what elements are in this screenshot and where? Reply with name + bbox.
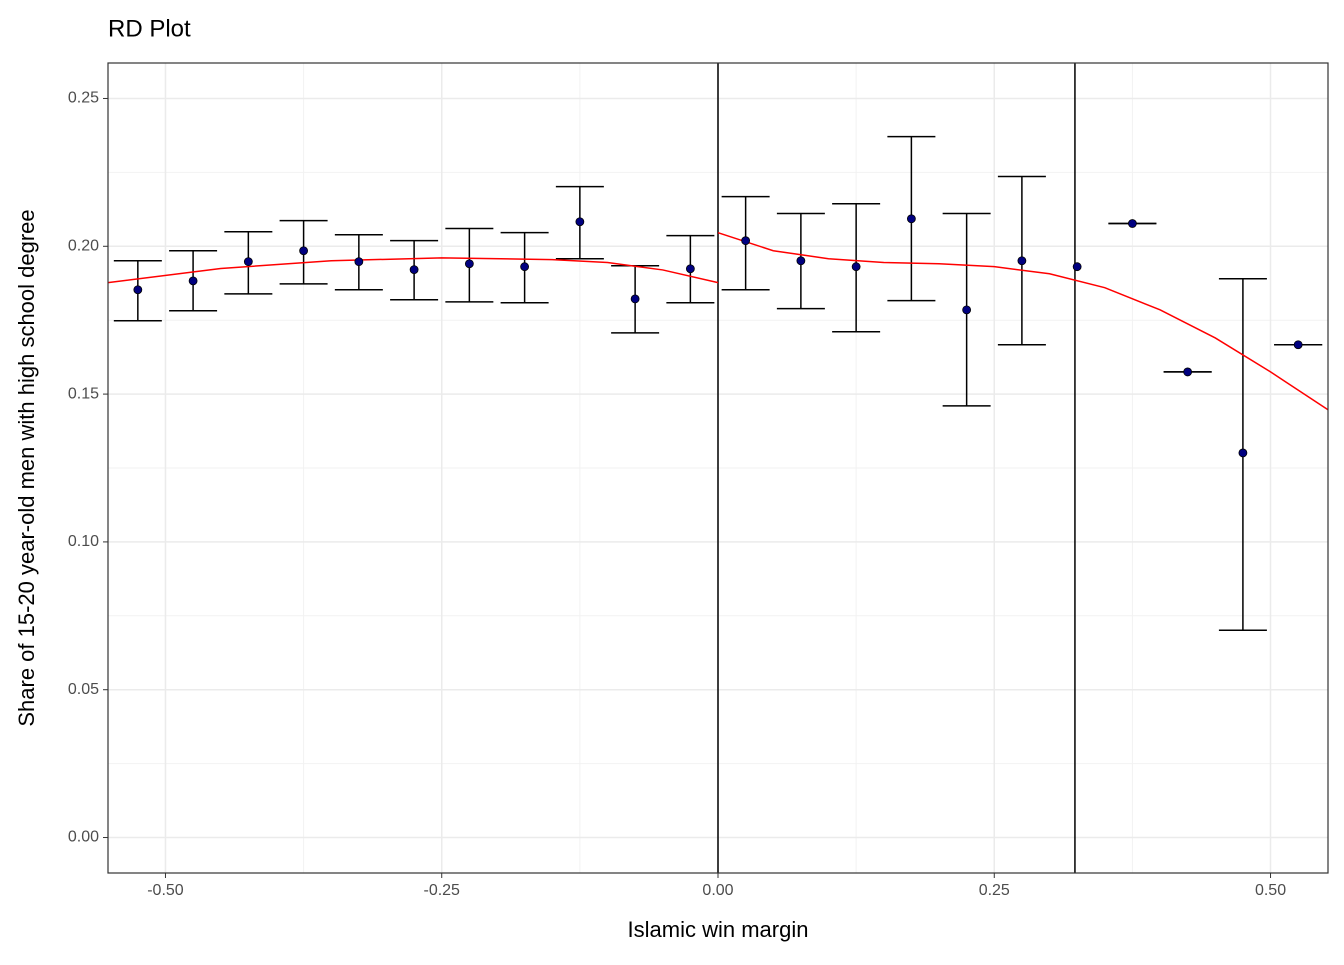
panel-border [107,62,1329,874]
y-axis-label: Share of 15-20 year-old men with high sc… [14,209,39,726]
chart-title: RD Plot [108,15,191,42]
point [133,285,143,295]
fit-line [717,231,1329,411]
y-tick-label: 0.05 [68,681,99,698]
point [1128,219,1137,228]
point [354,257,364,267]
point [243,257,253,267]
point [1183,367,1193,377]
point [575,217,585,227]
y-tick-label: 0.00 [68,829,99,846]
point [1072,262,1082,272]
x-tick-label: 0.50 [1255,882,1286,899]
y-tick-label: 0.25 [68,90,99,107]
point [630,294,640,304]
point [409,265,419,275]
point [188,276,198,286]
point [685,264,695,274]
point [851,262,861,272]
x-tick-label: -0.25 [423,882,460,899]
point [520,262,530,272]
x-axis-label: Islamic win margin [628,917,809,942]
point [299,246,308,256]
point [906,214,916,224]
y-tick-label: 0.10 [68,533,99,550]
x-tick-label: 0.00 [702,882,733,899]
point [464,259,474,269]
x-tick-label: 0.25 [979,882,1010,899]
point [1293,340,1303,350]
point [1017,256,1027,266]
x-tick-label: -0.50 [147,882,184,899]
point [741,236,751,246]
point [796,256,806,266]
point [1238,448,1248,458]
fit-line [107,257,719,284]
point [962,305,972,315]
y-tick-label: 0.15 [68,385,99,402]
y-tick-label: 0.20 [68,238,99,255]
